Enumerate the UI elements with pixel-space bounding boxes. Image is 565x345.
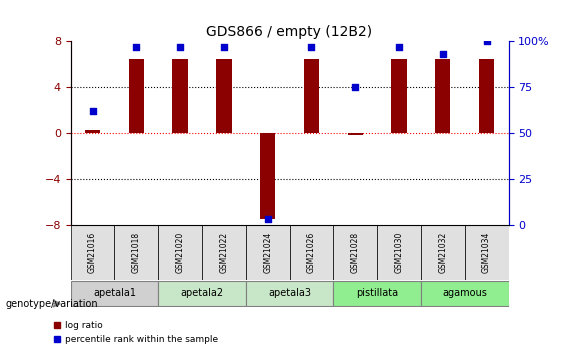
FancyBboxPatch shape <box>464 225 508 279</box>
Bar <box>347 133 363 135</box>
FancyBboxPatch shape <box>202 225 246 279</box>
Point <box>307 44 316 50</box>
FancyBboxPatch shape <box>114 225 158 279</box>
Bar <box>260 133 275 219</box>
Point <box>132 44 141 50</box>
Bar <box>304 59 319 133</box>
Point <box>88 108 97 114</box>
Point <box>176 44 185 50</box>
FancyBboxPatch shape <box>71 281 158 306</box>
FancyBboxPatch shape <box>158 225 202 279</box>
Text: GSM21018: GSM21018 <box>132 231 141 273</box>
Text: apetala3: apetala3 <box>268 288 311 298</box>
Text: GSM21034: GSM21034 <box>482 231 491 273</box>
FancyBboxPatch shape <box>421 281 508 306</box>
Text: pistillata: pistillata <box>356 288 398 298</box>
Point <box>394 44 403 50</box>
FancyBboxPatch shape <box>377 225 421 279</box>
Point <box>263 216 272 222</box>
Text: GSM21022: GSM21022 <box>219 231 228 273</box>
FancyBboxPatch shape <box>333 225 377 279</box>
FancyBboxPatch shape <box>421 225 464 279</box>
Point <box>351 85 360 90</box>
Bar <box>85 130 100 133</box>
FancyBboxPatch shape <box>71 225 114 279</box>
FancyBboxPatch shape <box>246 281 333 306</box>
FancyBboxPatch shape <box>158 281 246 306</box>
Text: GSM21026: GSM21026 <box>307 231 316 273</box>
Point <box>438 51 447 57</box>
Bar <box>129 59 144 133</box>
Bar <box>479 59 494 133</box>
Bar <box>392 59 407 133</box>
Bar <box>435 59 450 133</box>
Point <box>219 44 228 50</box>
Text: apetala2: apetala2 <box>180 288 224 298</box>
Legend: log ratio, percentile rank within the sample: log ratio, percentile rank within the sa… <box>50 318 222 345</box>
Text: apetala1: apetala1 <box>93 288 136 298</box>
Point <box>482 39 491 44</box>
Text: GSM21030: GSM21030 <box>394 231 403 273</box>
Bar <box>216 59 232 133</box>
Text: GSM21032: GSM21032 <box>438 231 447 273</box>
Text: GSM21024: GSM21024 <box>263 231 272 273</box>
FancyBboxPatch shape <box>246 225 289 279</box>
FancyBboxPatch shape <box>333 281 421 306</box>
Text: agamous: agamous <box>442 288 487 298</box>
Title: GDS866 / empty (12B2): GDS866 / empty (12B2) <box>206 25 373 39</box>
Text: GSM21020: GSM21020 <box>176 231 185 273</box>
Text: genotype/variation: genotype/variation <box>6 299 98 308</box>
Text: GSM21016: GSM21016 <box>88 231 97 273</box>
Text: GSM21028: GSM21028 <box>351 231 360 273</box>
Bar <box>172 59 188 133</box>
FancyBboxPatch shape <box>289 225 333 279</box>
